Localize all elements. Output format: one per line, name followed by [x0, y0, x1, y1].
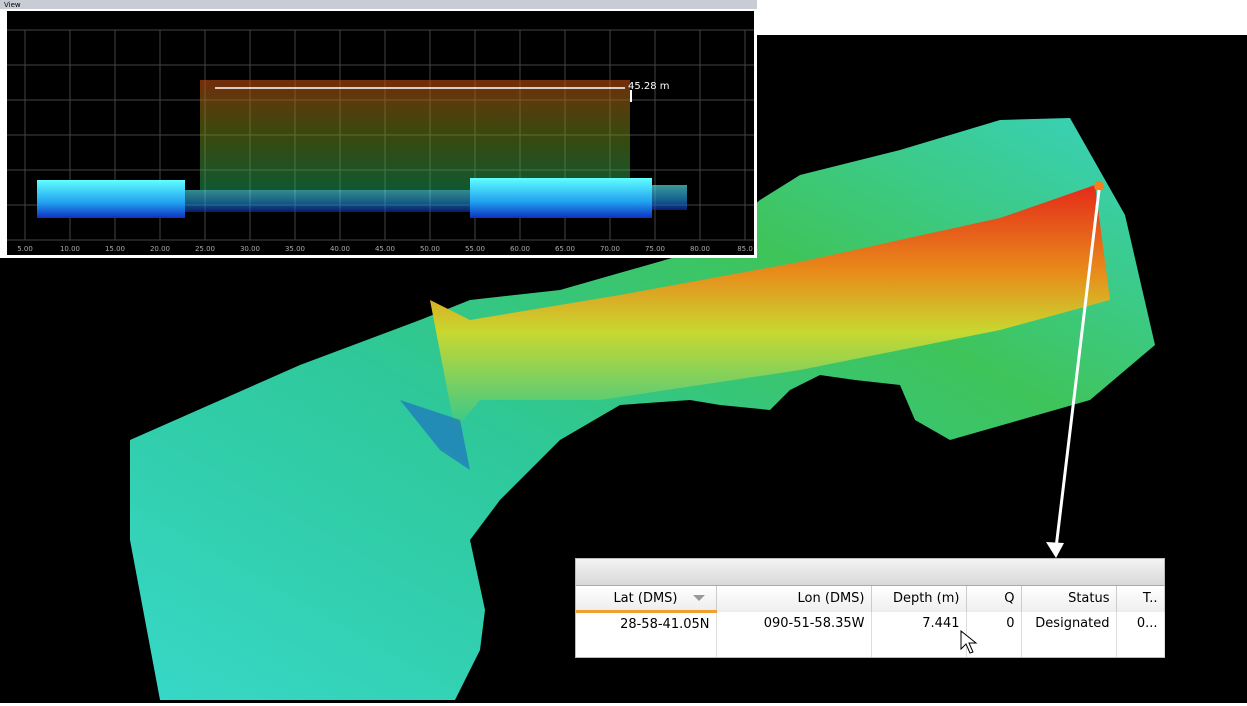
x-tick-label: 10.00	[60, 245, 80, 253]
column-header[interactable]: Q	[966, 586, 1021, 612]
header-row: Lat (DMS) Lon (DMS) Depth (m) Q Status T..	[576, 586, 1164, 612]
column-header[interactable]: Lat (DMS)	[576, 586, 716, 612]
x-tick-label: 70.00	[600, 245, 620, 253]
column-header[interactable]: T..	[1116, 586, 1164, 612]
column-header[interactable]: Status	[1021, 586, 1116, 612]
measure-label: 45.28 m	[628, 81, 670, 92]
table-cell: 0...	[1116, 612, 1164, 636]
profile-scatter	[652, 185, 687, 210]
sort-arrow	[693, 595, 705, 601]
x-tick-label: 25.00	[195, 245, 215, 253]
column-title: T..	[1143, 591, 1158, 606]
x-tick-label: 65.00	[555, 245, 575, 253]
column-title: Q	[1004, 591, 1014, 606]
x-tick-label: 60.00	[510, 245, 530, 253]
x-tick-label: 75.00	[645, 245, 665, 253]
empty-cell	[716, 635, 871, 657]
x-tick-label: 40.00	[330, 245, 350, 253]
column-title: Lon (DMS)	[798, 591, 865, 606]
empty-cell	[1021, 635, 1116, 657]
x-tick-label: 50.00	[420, 245, 440, 253]
x-tick-label: 30.00	[240, 245, 260, 253]
table-cell: 090-51-58.35W	[716, 612, 871, 636]
mouse-cursor	[960, 630, 980, 656]
point-marker	[1094, 181, 1104, 191]
empty-row	[576, 635, 1164, 657]
x-tick-label: 5.00	[17, 245, 33, 253]
x-tick-label: 15.00	[105, 245, 125, 253]
empty-cell	[1116, 635, 1164, 657]
table-toolbar	[576, 559, 1164, 586]
x-tick-label: 45.00	[375, 245, 395, 253]
sort-indicator	[692, 594, 706, 602]
x-tick-label: 80.00	[690, 245, 710, 253]
empty-cell	[576, 635, 716, 657]
x-tick-label: 20.00	[150, 245, 170, 253]
empty-cell	[871, 635, 966, 657]
page: View 5.00 10.00 15.00 20.00 25.00 30.00 35.00 4…	[0, 0, 1247, 706]
table-cell: Designated	[1021, 612, 1116, 636]
table-cell: 28-58-41.05N	[576, 612, 716, 636]
x-tick-label: 85.0	[737, 245, 753, 253]
data-table: Lat (DMS) Lon (DMS) Depth (m) Q Status T.. 28…	[575, 558, 1165, 658]
profile-scatter	[185, 190, 470, 212]
column-title: Depth (m)	[893, 591, 960, 606]
inset-title: View	[4, 1, 21, 9]
profile-inset: View 5.00 10.00 15.00 20.00 25.00 30.00 35.00 4…	[0, 0, 757, 258]
x-tick-label: 55.00	[465, 245, 485, 253]
table-cell: 7.441	[871, 612, 966, 636]
column-title: Status	[1068, 591, 1109, 606]
column-header[interactable]: Depth (m)	[871, 586, 966, 612]
profile-scatter	[200, 80, 630, 190]
profile-scatter	[37, 180, 185, 218]
inset-titlebar	[0, 0, 757, 9]
column-title: Lat (DMS)	[613, 591, 677, 606]
grid-table: Lat (DMS) Lon (DMS) Depth (m) Q Status T.. 28…	[576, 586, 1165, 657]
profile-scatter	[470, 178, 652, 218]
column-header[interactable]: Lon (DMS)	[716, 586, 871, 612]
x-tick-label: 35.00	[285, 245, 305, 253]
